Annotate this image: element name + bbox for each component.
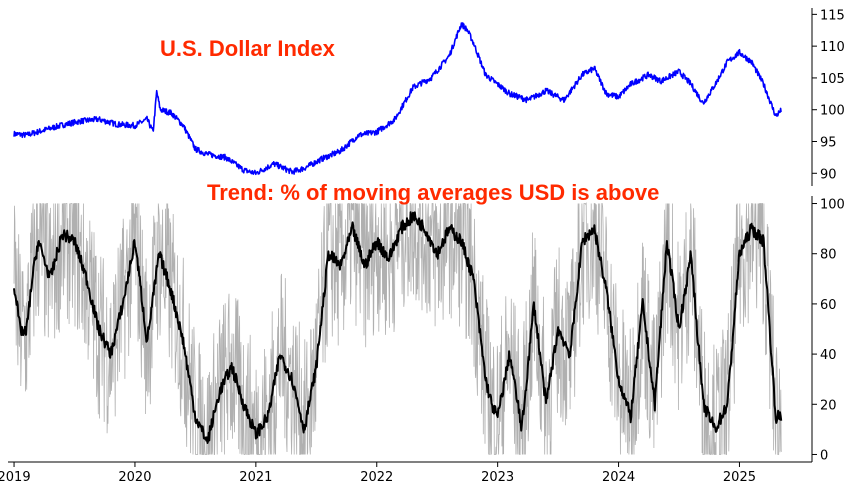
bottom-y-tick-label: 60 bbox=[820, 298, 837, 313]
top-y-tick-label: 95 bbox=[820, 136, 837, 151]
x-tick-label: 2024 bbox=[602, 470, 635, 485]
x-tick-label: 2019 bbox=[0, 470, 31, 485]
top-y-tick-label: 105 bbox=[820, 72, 845, 87]
dollar-index-line bbox=[13, 22, 783, 176]
top-y-tick-label: 115 bbox=[820, 8, 845, 23]
trend-smoothed-line bbox=[13, 211, 783, 444]
x-tick-label: 2021 bbox=[239, 470, 272, 485]
bottom-y-tick-label: 0 bbox=[820, 448, 828, 463]
axes-layer: 90 95 100 105 110 115 0 20 40 60 80 100 2019 2020 2021… bbox=[0, 8, 845, 485]
bottom-y-tick-label: 80 bbox=[820, 248, 837, 263]
top-y-tick-label: 110 bbox=[820, 40, 845, 55]
top-y-tick-label: 90 bbox=[820, 167, 837, 182]
x-tick-label: 2022 bbox=[360, 470, 393, 485]
bottom-y-tick-label: 20 bbox=[820, 398, 837, 413]
x-tick-label: 2023 bbox=[481, 470, 514, 485]
dollar-index-title: U.S. Dollar Index bbox=[160, 36, 336, 61]
bottom-y-tick-label: 100 bbox=[820, 198, 845, 213]
top-y-tick-label: 100 bbox=[820, 104, 845, 119]
x-tick-label: 2020 bbox=[118, 470, 151, 485]
trend-title: Trend: % of moving averages USD is above bbox=[207, 180, 659, 205]
lines-layer bbox=[13, 22, 783, 444]
x-tick-label: 2025 bbox=[723, 470, 756, 485]
bottom-y-tick-label: 40 bbox=[820, 348, 837, 363]
